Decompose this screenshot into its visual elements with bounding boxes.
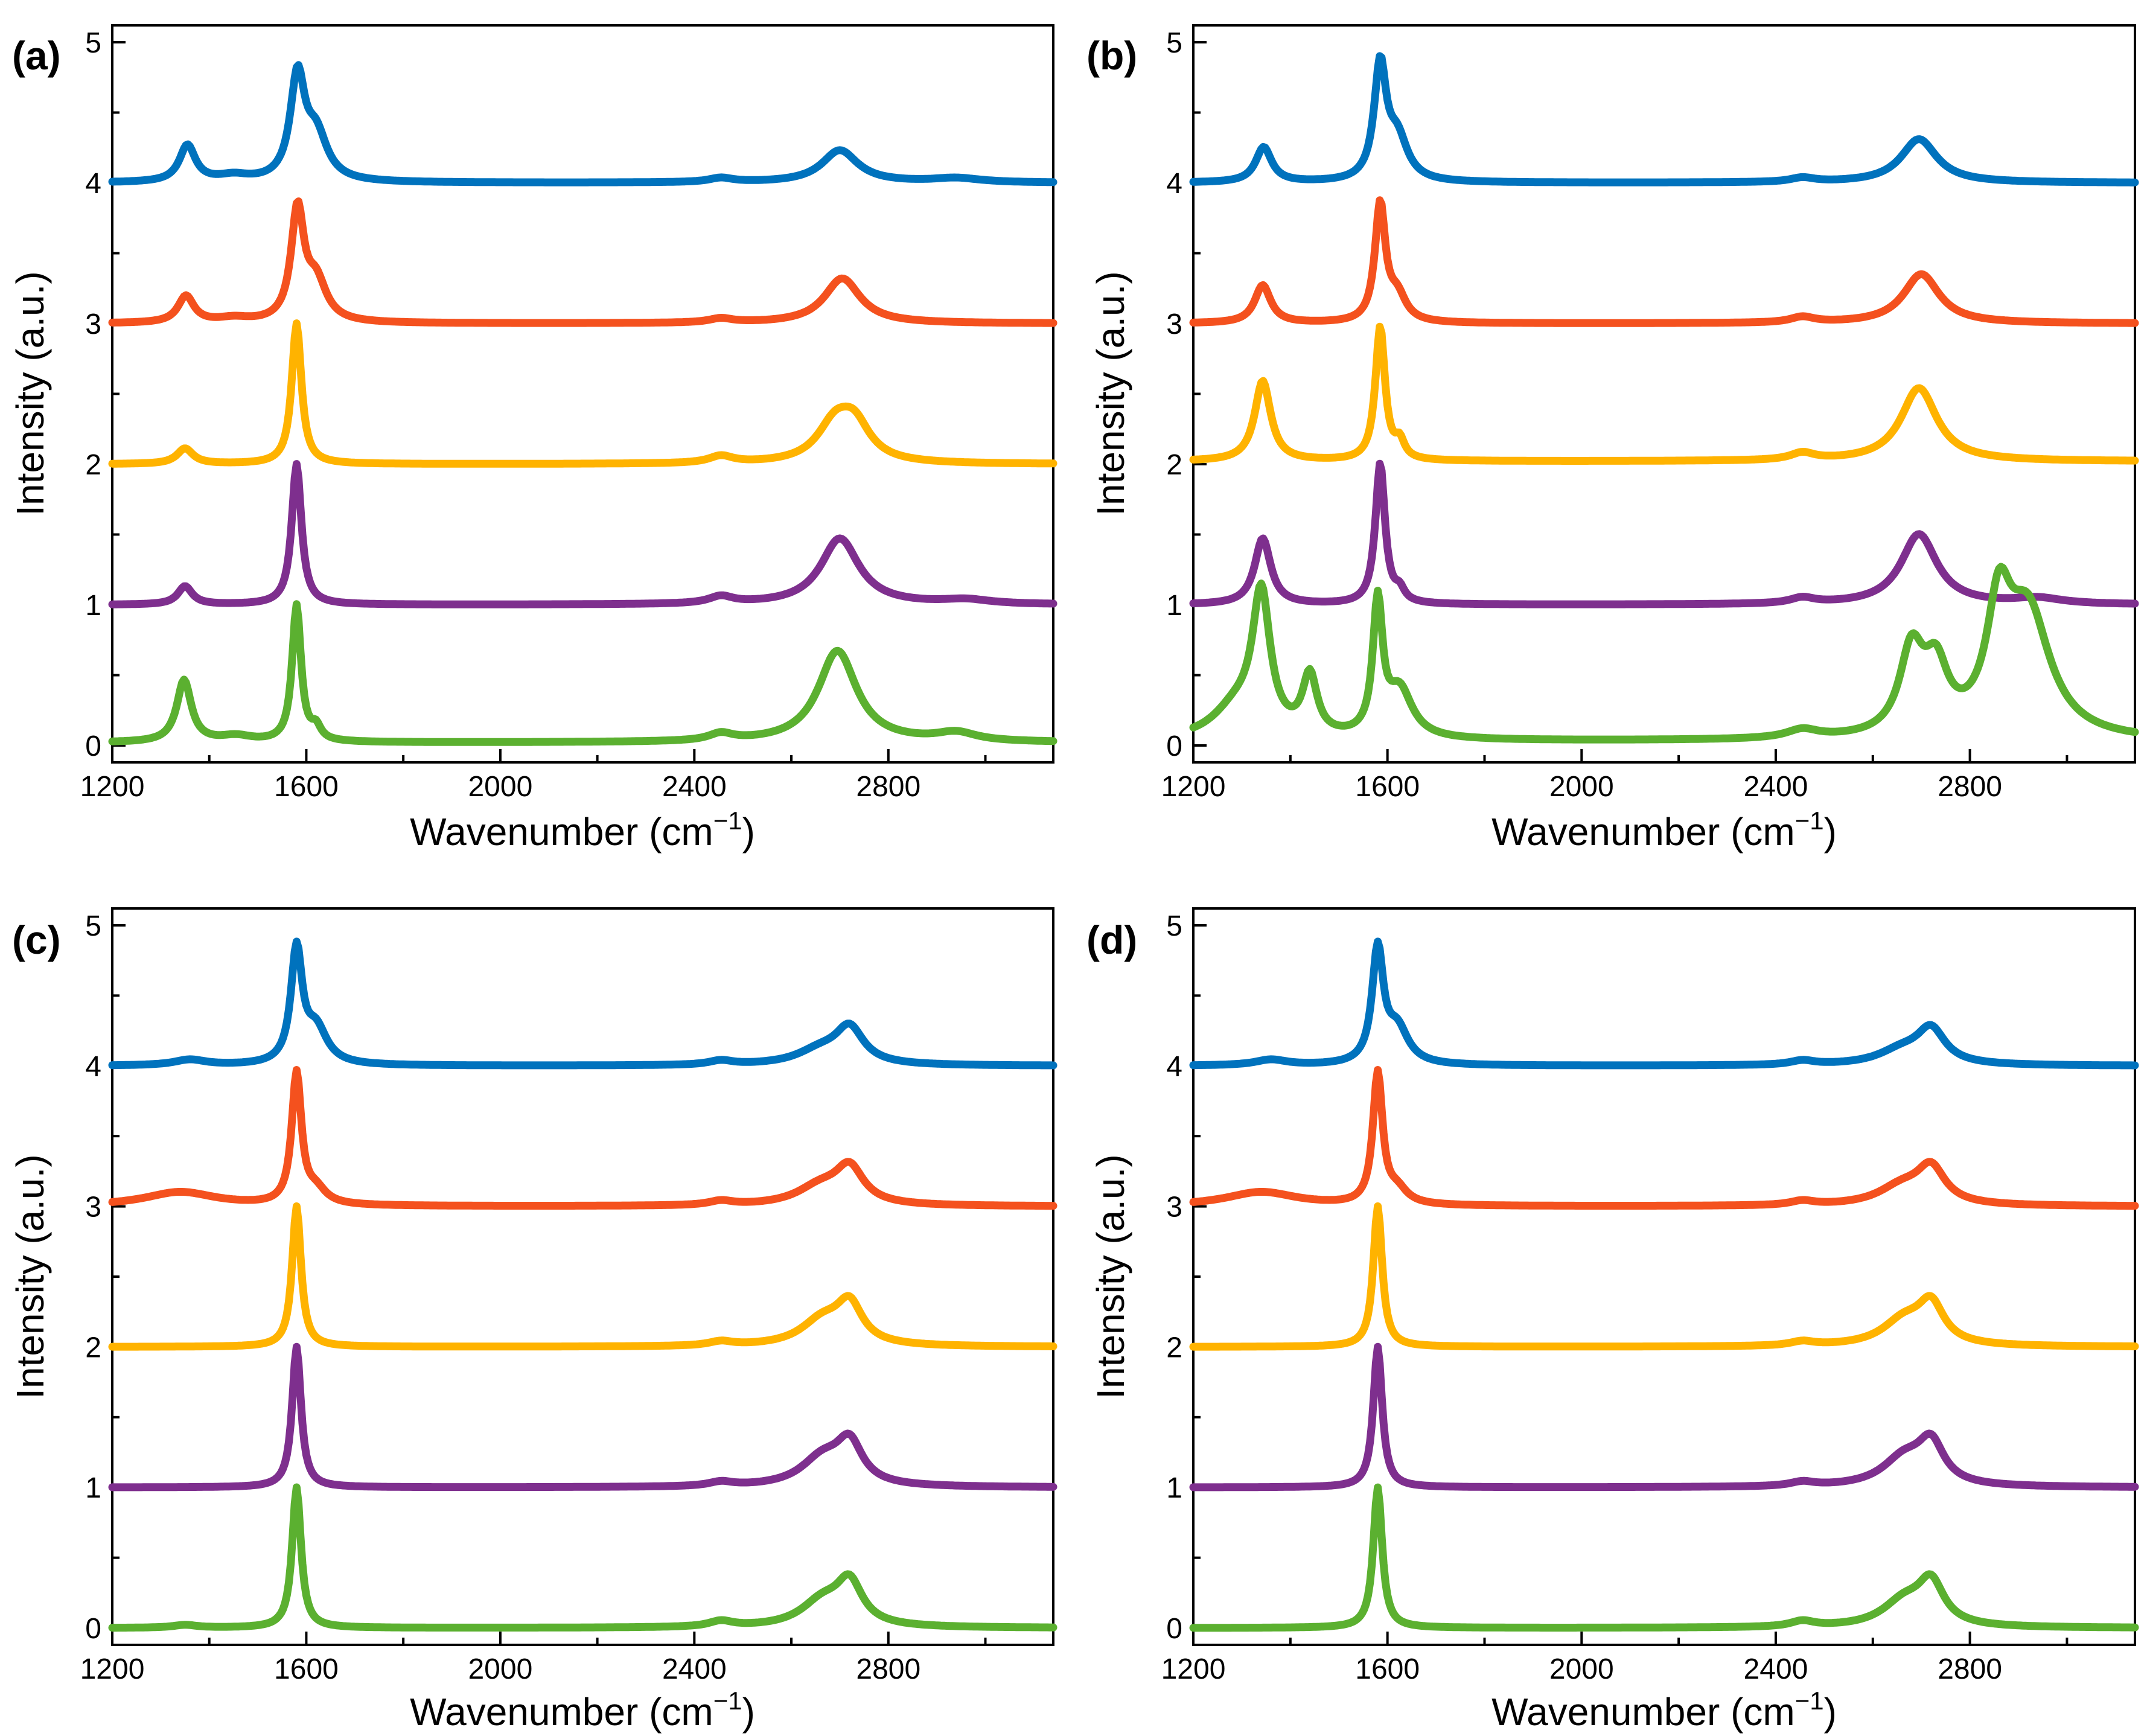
panel-b-y-axis-label: Intensity (a.u.) [1089,271,1132,516]
panel-b-x-tick-label: 1600 [1355,771,1420,803]
panel-c-y-axis-label: Intensity (a.u.) [8,1154,52,1399]
panel-b-series [1189,52,2139,744]
panel-b-label: (b) [1086,33,1137,78]
panel-d-y-tick-label: 3 [1166,1192,1182,1224]
panel-d-y-tick-label: 4 [1166,1051,1182,1083]
panel-d-x-tick-label: 2400 [1744,1653,1808,1685]
panel-b-y-tick-label: 3 [1166,308,1182,340]
panel-b-spectrum-purple [1189,459,2139,608]
panel-a-ticks: 1200 1600 2000 2400 2800 0 1 2 3 4 5 [80,27,987,803]
panel-a-series [108,61,1058,746]
panel-b-y-tick-label: 5 [1166,27,1182,59]
panel-c-spectrum-yellow [108,1202,1058,1351]
panel-c-spectrum-blue [108,937,1058,1070]
panel-d-spectrum-purple [1189,1342,2139,1492]
panel-c-x-tick-label: 2800 [856,1653,920,1685]
panel-b-spectrum-green [1189,563,2139,744]
panel-a-y-tick-label: 5 [85,27,101,59]
panel-c-y-tick-label: 1 [85,1472,101,1504]
panel-d-frame [1192,907,2136,1646]
panel-a-y-axis-label: Intensity (a.u.) [8,271,52,516]
panel-a-y-tick-label: 4 [85,168,101,200]
panel-c-y-tick-label: 0 [85,1613,101,1645]
panel-d-x-axis-label: Wavenumber (cm−1) [1491,1687,1837,1734]
panel-b-x-tick-label: 2000 [1549,771,1614,803]
panel-c-y-tick-label: 3 [85,1192,101,1224]
panel-d-series [1189,937,2139,1632]
panel-c-y-tick-label: 5 [85,910,101,942]
panel-d: (d) 1200 1600 2000 2400 2800 0 1 2 3 4 5 Wavenumbe… [1086,907,2139,1734]
panel-d-x-tick-label: 2000 [1549,1653,1614,1685]
panel-d-spectrum-green [1189,1483,2139,1632]
panel-a-label: (a) [12,33,61,78]
panel-d-x-tick-label: 2800 [1938,1653,2002,1685]
panel-a: (a) 1200 1600 2000 2400 2800 0 1 2 3 4 5 Wavenumbe… [8,24,1058,854]
panel-c-x-tick-label: 2400 [662,1653,727,1685]
panel-a-spectrum-yellow [108,319,1058,468]
panel-c-spectrum-orange [108,1066,1058,1210]
panel-d-y-axis-label: Intensity (a.u.) [1089,1154,1132,1399]
panel-a-x-tick-label: 1600 [274,771,339,803]
panel-b-y-tick-label: 2 [1166,449,1182,481]
panel-c-y-tick-label: 2 [85,1332,101,1364]
panel-d-y-tick-label: 5 [1166,910,1182,942]
panel-c-x-axis-label: Wavenumber (cm−1) [410,1687,755,1734]
panel-d-label: (d) [1086,917,1137,962]
panel-a-y-tick-label: 3 [85,308,101,340]
panel-b-x-tick-label: 2800 [1938,771,2002,803]
panel-b-frame [1192,24,2136,764]
panel-c-x-tick-label: 2000 [468,1653,532,1685]
panel-a-spectrum-blue [108,61,1058,187]
panel-a-spectrum-green [108,600,1058,746]
panel-b-spectrum-blue [1189,52,2139,187]
panel-b: (b) 1200 1600 2000 2400 2800 0 1 2 3 4 5 Wavenumbe… [1086,24,2139,854]
panel-c-x-tick-label: 1200 [80,1653,145,1685]
panel-a-x-tick-label: 1200 [80,771,145,803]
panel-c-x-tick-label: 1600 [274,1653,339,1685]
panel-d-ticks: 1200 1600 2000 2400 2800 0 1 2 3 4 5 [1161,910,2069,1685]
panel-c-spectrum-purple [108,1342,1058,1492]
panel-b-y-tick-label: 1 [1166,590,1182,622]
panel-d-spectrum-blue [1189,937,2139,1070]
panel-c-spectrum-green [108,1483,1058,1632]
panel-c-y-tick-label: 4 [85,1051,101,1083]
panel-a-x-axis-label: Wavenumber (cm−1) [410,806,755,854]
panel-b-spectrum-yellow [1189,322,2139,465]
panel-d-y-tick-label: 2 [1166,1332,1182,1364]
panel-a-spectrum-orange [108,197,1058,327]
panel-b-ticks: 1200 1600 2000 2400 2800 0 1 2 3 4 5 [1161,27,2069,803]
panel-b-x-tick-label: 1200 [1161,771,1226,803]
panel-d-y-tick-label: 1 [1166,1472,1182,1504]
panel-a-x-tick-label: 2800 [856,771,920,803]
panel-a-x-tick-label: 2400 [662,771,727,803]
panel-a-y-tick-label: 1 [85,590,101,622]
panel-a-x-tick-label: 2000 [468,771,532,803]
panel-a-frame [111,24,1054,764]
panel-d-x-tick-label: 1600 [1355,1653,1420,1685]
panel-d-x-tick-label: 1200 [1161,1653,1226,1685]
panel-c-frame [111,907,1054,1646]
panel-d-spectrum-orange [1189,1066,2139,1210]
panel-b-x-axis-label: Wavenumber (cm−1) [1491,806,1837,854]
panel-b-y-tick-label: 0 [1166,730,1182,762]
panel-d-y-tick-label: 0 [1166,1613,1182,1645]
panel-a-y-tick-label: 0 [85,730,101,762]
panel-c-series [108,937,1058,1632]
panel-a-y-tick-label: 2 [85,449,101,481]
panel-a-spectrum-purple [108,460,1058,608]
panel-b-x-tick-label: 2400 [1744,771,1808,803]
panel-c-label: (c) [12,917,61,962]
panel-d-spectrum-yellow [1189,1202,2139,1351]
panel-b-y-tick-label: 4 [1166,168,1182,200]
panel-b-spectrum-orange [1189,196,2139,327]
panel-c: (c) 1200 1600 2000 2400 2800 0 1 2 3 4 5 Wavenumbe… [8,907,1058,1734]
panel-c-ticks: 1200 1600 2000 2400 2800 0 1 2 3 4 5 [80,910,987,1685]
